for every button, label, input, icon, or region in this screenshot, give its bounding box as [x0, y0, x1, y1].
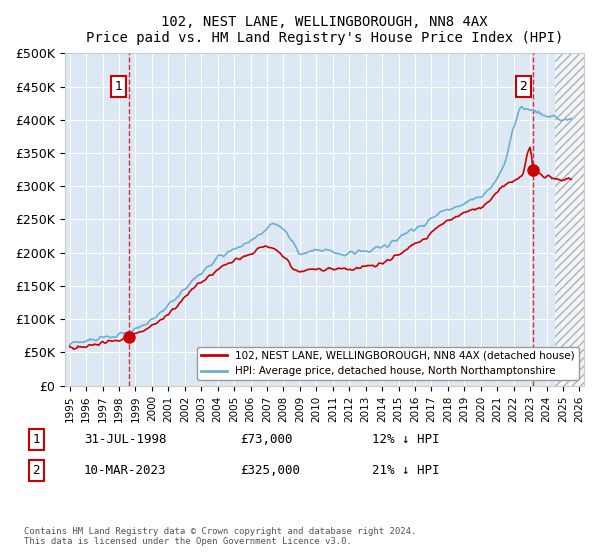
Title: 102, NEST LANE, WELLINGBOROUGH, NN8 4AX
Price paid vs. HM Land Registry's House : 102, NEST LANE, WELLINGBOROUGH, NN8 4AX … [86, 15, 563, 45]
Text: 31-JUL-1998: 31-JUL-1998 [84, 433, 167, 446]
Bar [555, 53, 588, 386]
Text: 2: 2 [520, 80, 527, 93]
Text: 21% ↓ HPI: 21% ↓ HPI [372, 464, 439, 477]
Legend: 102, NEST LANE, WELLINGBOROUGH, NN8 4AX (detached house), HPI: Average price, de: 102, NEST LANE, WELLINGBOROUGH, NN8 4AX … [197, 347, 579, 380]
Text: £325,000: £325,000 [240, 464, 300, 477]
Text: 1: 1 [115, 80, 122, 93]
Text: £73,000: £73,000 [240, 433, 293, 446]
Text: 12% ↓ HPI: 12% ↓ HPI [372, 433, 439, 446]
Bar [555, 53, 588, 386]
Text: 1: 1 [32, 433, 40, 446]
Text: 2: 2 [32, 464, 40, 477]
Text: 10-MAR-2023: 10-MAR-2023 [84, 464, 167, 477]
Text: Contains HM Land Registry data © Crown copyright and database right 2024.
This d: Contains HM Land Registry data © Crown c… [24, 526, 416, 546]
